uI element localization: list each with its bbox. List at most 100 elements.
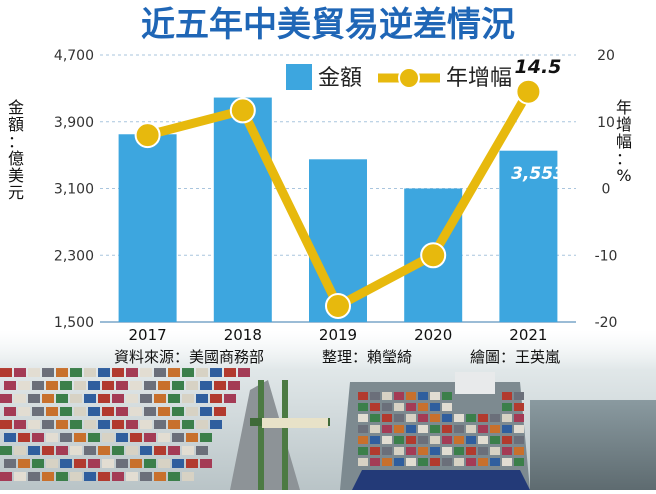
shipping-container: [418, 458, 428, 466]
shipping-container: [32, 407, 44, 416]
shipping-container: [172, 407, 184, 416]
legend-bar-swatch: [286, 64, 312, 90]
legend-line-label: 年增幅: [446, 66, 512, 91]
shipping-container: [406, 403, 416, 411]
shipping-container: [88, 407, 100, 416]
line-marker-2020: [420, 242, 447, 269]
shipping-container: [168, 472, 180, 481]
photo-fade: [0, 330, 656, 370]
shipping-container: [144, 433, 156, 442]
shipping-container: [514, 414, 524, 422]
bar-2017: [118, 134, 177, 322]
line-series: [134, 78, 542, 319]
left-tick-label: 4,700: [54, 48, 94, 64]
shipping-container: [32, 381, 44, 390]
shipping-container: [112, 446, 124, 455]
source-credit: 資料來源：美國商務部: [114, 348, 264, 366]
shipping-container: [102, 407, 114, 416]
shipping-container: [478, 458, 488, 466]
shipping-container: [454, 414, 464, 422]
shipping-container: [358, 392, 368, 400]
shipping-container: [46, 407, 58, 416]
shipping-container: [14, 472, 26, 481]
legend-line-marker: [398, 67, 420, 89]
shipping-container: [32, 433, 44, 442]
shipping-container: [56, 446, 68, 455]
x-tick-label: 2018: [224, 326, 262, 344]
shipping-container: [418, 414, 428, 422]
shipping-container: [466, 436, 476, 444]
bar-series: [118, 97, 558, 322]
shipping-container: [182, 420, 194, 429]
shipping-container: [42, 420, 54, 429]
shipping-container: [454, 447, 464, 455]
shipping-container: [406, 425, 416, 433]
shipping-container: [238, 368, 250, 377]
right-tick-label: 0: [602, 182, 611, 198]
shipping-container: [0, 420, 12, 429]
shipping-container: [98, 446, 110, 455]
shipping-container: [144, 459, 156, 468]
shipping-container: [382, 414, 392, 422]
crane-leg: [282, 380, 288, 490]
shipping-container: [454, 425, 464, 433]
shipping-container: [210, 394, 222, 403]
shipping-container: [382, 436, 392, 444]
shipping-container: [60, 407, 72, 416]
shipping-container: [430, 447, 440, 455]
shipping-container: [186, 407, 198, 416]
shipping-container: [4, 433, 16, 442]
line-marker-2017: [134, 122, 161, 149]
shipping-container: [502, 447, 512, 455]
shipping-container: [200, 433, 212, 442]
shipping-container: [370, 436, 380, 444]
shipping-container: [490, 414, 500, 422]
shipping-container: [370, 447, 380, 455]
right-tick-label: 20: [597, 48, 615, 64]
shipping-container: [116, 433, 128, 442]
shipping-container: [28, 472, 40, 481]
port-photo: [0, 330, 656, 490]
shipping-container: [18, 459, 30, 468]
shipping-container: [200, 459, 212, 468]
shipping-container: [42, 394, 54, 403]
shipping-container: [18, 381, 30, 390]
shipping-container: [466, 447, 476, 455]
shipping-container: [358, 436, 368, 444]
ship-hull: [352, 470, 530, 490]
shipping-container: [84, 446, 96, 455]
shipping-container: [158, 381, 170, 390]
axis-title-glyph: 金: [8, 98, 24, 117]
shipping-container: [358, 458, 368, 466]
shipping-container: [98, 420, 110, 429]
shipping-container: [126, 420, 138, 429]
shipping-container: [478, 436, 488, 444]
shipping-container: [442, 414, 452, 422]
shipping-container: [154, 472, 166, 481]
shipping-container: [502, 414, 512, 422]
shipping-container: [70, 446, 82, 455]
shipping-container: [490, 436, 500, 444]
shipping-container: [418, 447, 428, 455]
shipping-container: [144, 381, 156, 390]
axis-title-glyph: ：: [8, 132, 24, 151]
sea: [530, 400, 656, 490]
shipping-container: [394, 458, 404, 466]
shipping-container: [158, 459, 170, 468]
shipping-container: [514, 447, 524, 455]
shipping-container: [502, 425, 512, 433]
shipping-container: [406, 436, 416, 444]
shipping-container: [0, 394, 12, 403]
legend: 金額 年增幅: [286, 64, 512, 91]
right-axis-ticks: 20 10 0 -10 -20: [595, 48, 618, 331]
shipping-container: [382, 425, 392, 433]
axis-title-glyph: 美: [8, 166, 24, 185]
shipping-container: [430, 425, 440, 433]
axis-title-glyph: 元: [8, 183, 24, 202]
right-tick-label: -10: [595, 248, 618, 264]
shipping-container: [454, 436, 464, 444]
shipping-container: [154, 368, 166, 377]
shipping-container: [70, 472, 82, 481]
shipping-container: [56, 394, 68, 403]
